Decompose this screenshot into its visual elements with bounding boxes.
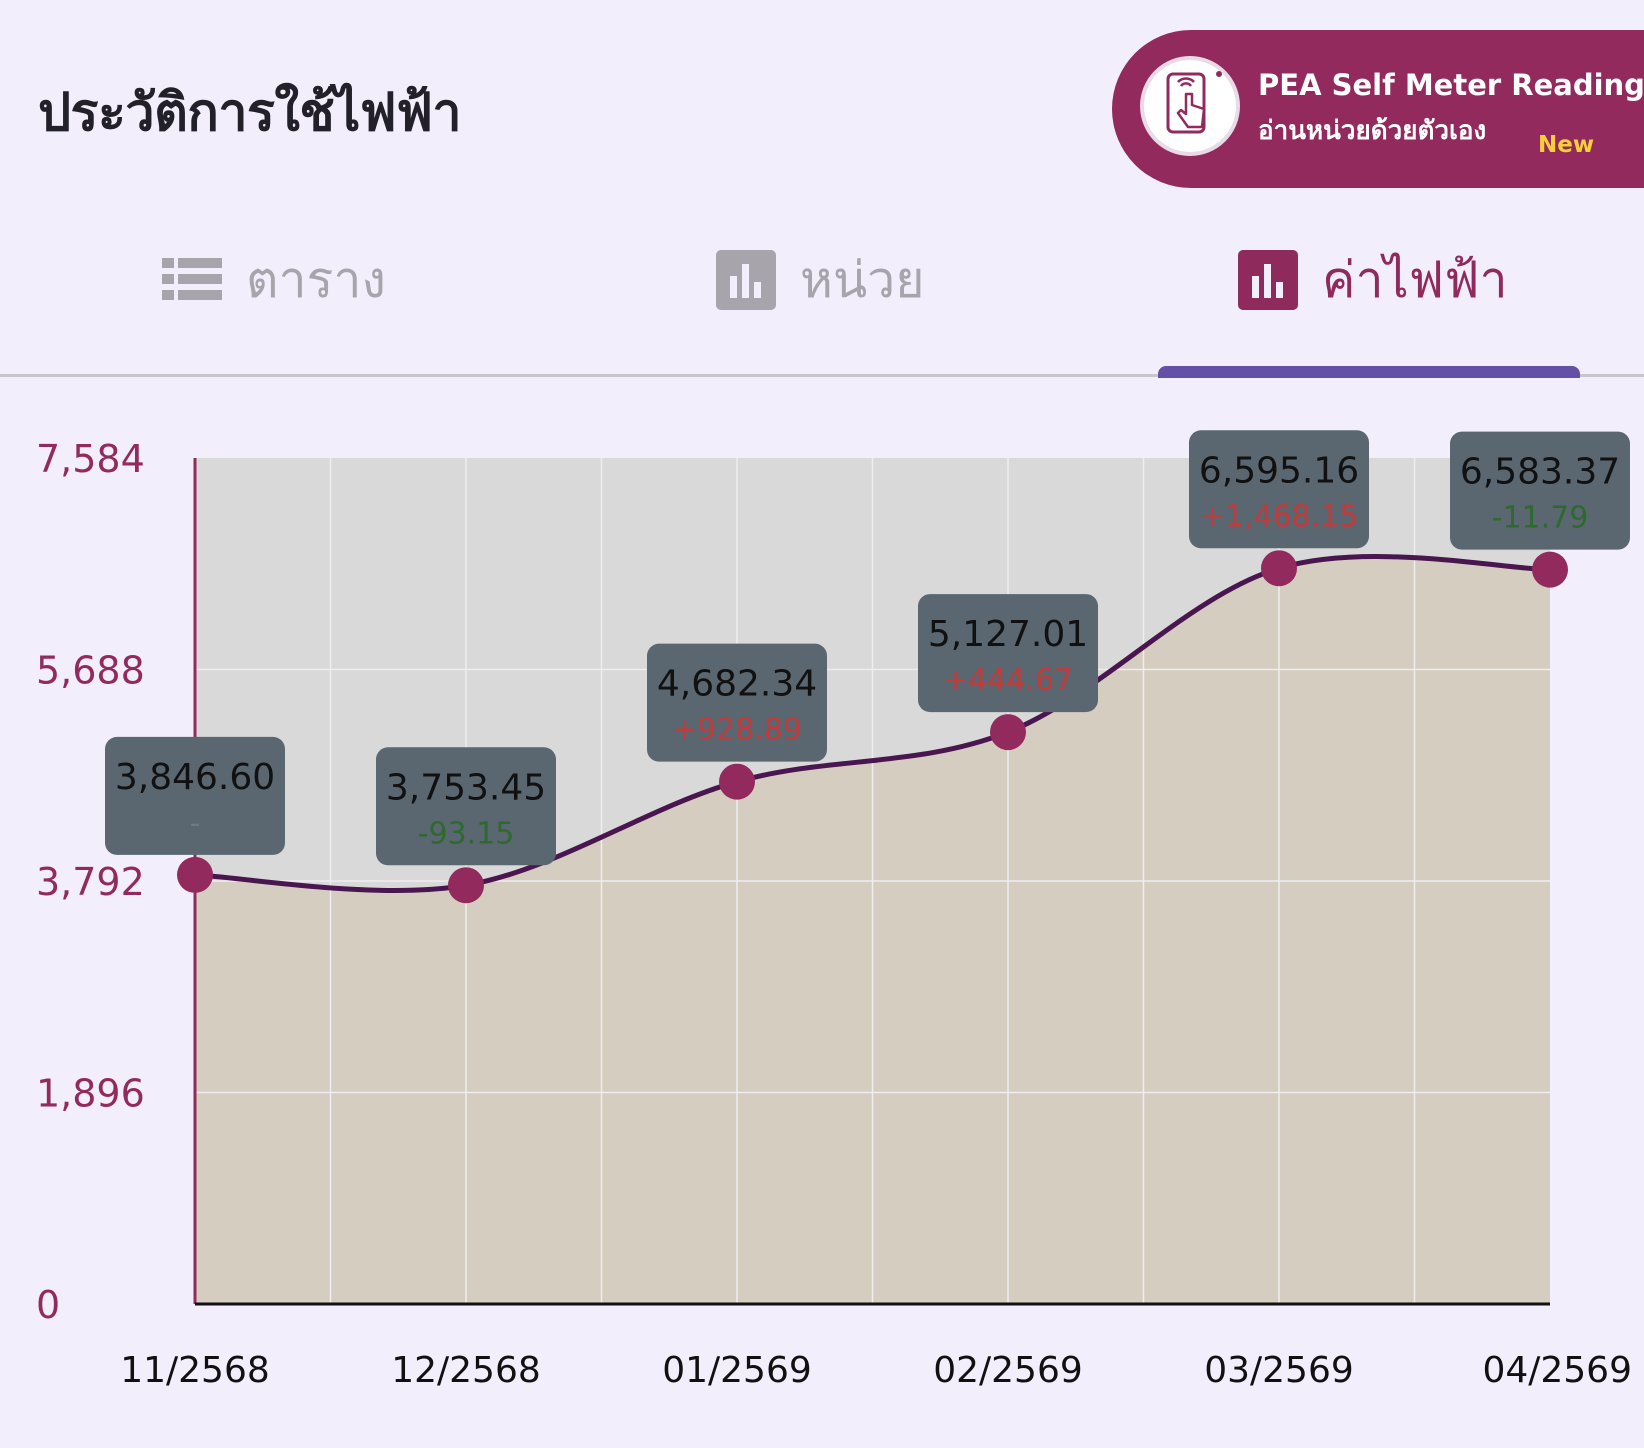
active-tab-indicator — [1158, 366, 1580, 378]
list-icon — [162, 250, 222, 310]
value-label: 6,583.37 — [1460, 452, 1620, 493]
electricity-cost-chart: 7,584 5,688 3,792 1,896 0 11/2568 12/2568 01/25… — [36, 430, 1632, 1391]
pea-banner-subtitle: อ่านหน่วยด้วยตัวเอง — [1258, 116, 1487, 146]
pea-self-meter-reading-button[interactable]: PEA Self Meter Reading อ่านหน่วยด้วยตัวเ… — [1112, 30, 1644, 188]
data-point — [1532, 551, 1568, 588]
value-label-box — [1450, 431, 1630, 550]
pea-banner-title: PEA Self Meter Reading — [1258, 68, 1644, 102]
page-title: ประวัติการใช้ไฟฟ้า — [38, 83, 462, 143]
value-label: 3,753.45 — [386, 767, 546, 808]
y-tick-label: 3,792 — [36, 860, 145, 904]
tab-cost[interactable]: ค่าไฟฟ้า — [1238, 230, 1508, 330]
value-label-box — [105, 736, 285, 855]
x-tick-label: 01/2569 — [662, 1350, 812, 1391]
change-label: -93.15 — [418, 816, 515, 851]
change-label: +1,468.15 — [1200, 499, 1359, 534]
data-point — [719, 763, 755, 800]
y-tick-label: 7,584 — [36, 437, 145, 481]
value-label: 5,127.01 — [928, 614, 1088, 655]
series-line — [194, 554, 1551, 893]
change-label: +444.67 — [943, 663, 1073, 698]
x-tick-label: 02/2569 — [933, 1350, 1083, 1391]
data-point — [990, 714, 1026, 751]
x-tick-label: 04/2569 — [1482, 1350, 1632, 1391]
value-label-box — [1189, 430, 1369, 549]
bar-chart-icon — [716, 250, 776, 310]
value-label-box — [376, 747, 556, 866]
value-label-box — [918, 594, 1098, 713]
tab-units-label: หน่วย — [800, 250, 925, 309]
tab-table-label: ตาราง — [246, 250, 386, 309]
phone-tap-icon — [1140, 56, 1240, 156]
change-label: +928.89 — [672, 713, 802, 748]
new-badge: New — [1538, 132, 1595, 158]
value-label: 4,682.34 — [657, 664, 817, 705]
change-label: - — [190, 806, 201, 841]
x-tick-label: 03/2569 — [1204, 1350, 1354, 1391]
y-tick-label: 1,896 — [36, 1072, 145, 1116]
data-point — [448, 867, 484, 904]
value-label: 3,846.60 — [115, 757, 275, 798]
bar-chart-icon — [1238, 250, 1298, 310]
data-point — [1261, 550, 1297, 587]
value-label: 6,595.16 — [1199, 450, 1359, 491]
y-tick-label: 0 — [36, 1283, 60, 1327]
data-point — [177, 856, 213, 893]
tabs-divider — [0, 374, 1644, 377]
y-tick-label: 5,688 — [36, 649, 145, 693]
value-label-box — [647, 643, 827, 762]
tab-units[interactable]: หน่วย — [716, 230, 925, 330]
tab-cost-label: ค่าไฟฟ้า — [1322, 250, 1508, 309]
change-label: -11.79 — [1492, 501, 1589, 536]
x-tick-label: 11/2568 — [120, 1350, 270, 1391]
tab-table[interactable]: ตาราง — [162, 230, 386, 330]
x-tick-label: 12/2568 — [391, 1350, 541, 1391]
